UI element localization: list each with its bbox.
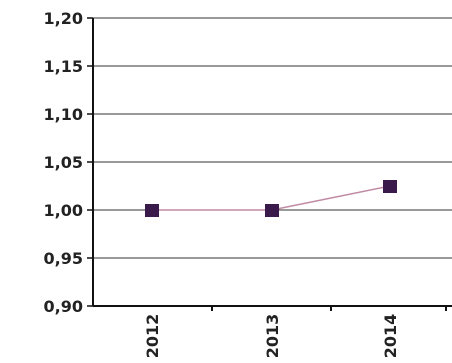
y-tick-label: 0,95 (44, 249, 83, 268)
y-tick-label: 1,10 (44, 105, 83, 124)
y-tick-label: 1,05 (44, 153, 83, 172)
x-tick-labels: 2012 2013 2014 (143, 314, 400, 359)
x-tick-label: 2012 (143, 314, 162, 359)
y-tick-label: 1,20 (44, 9, 83, 28)
data-point (383, 180, 397, 193)
x-tick-label: 2013 (263, 314, 282, 359)
gridlines (93, 18, 452, 258)
data-point (145, 204, 159, 217)
y-tick-labels: 0,90 0,95 1,00 1,05 1,10 1,15 1,20 (44, 9, 83, 316)
series (145, 180, 397, 217)
y-tick-label: 1,00 (44, 201, 83, 220)
axes (87, 18, 452, 311)
x-tick-label: 2014 (381, 314, 400, 359)
data-point (265, 204, 279, 217)
y-tick-label: 1,15 (44, 57, 83, 76)
y-tick-label: 0,90 (44, 297, 83, 316)
